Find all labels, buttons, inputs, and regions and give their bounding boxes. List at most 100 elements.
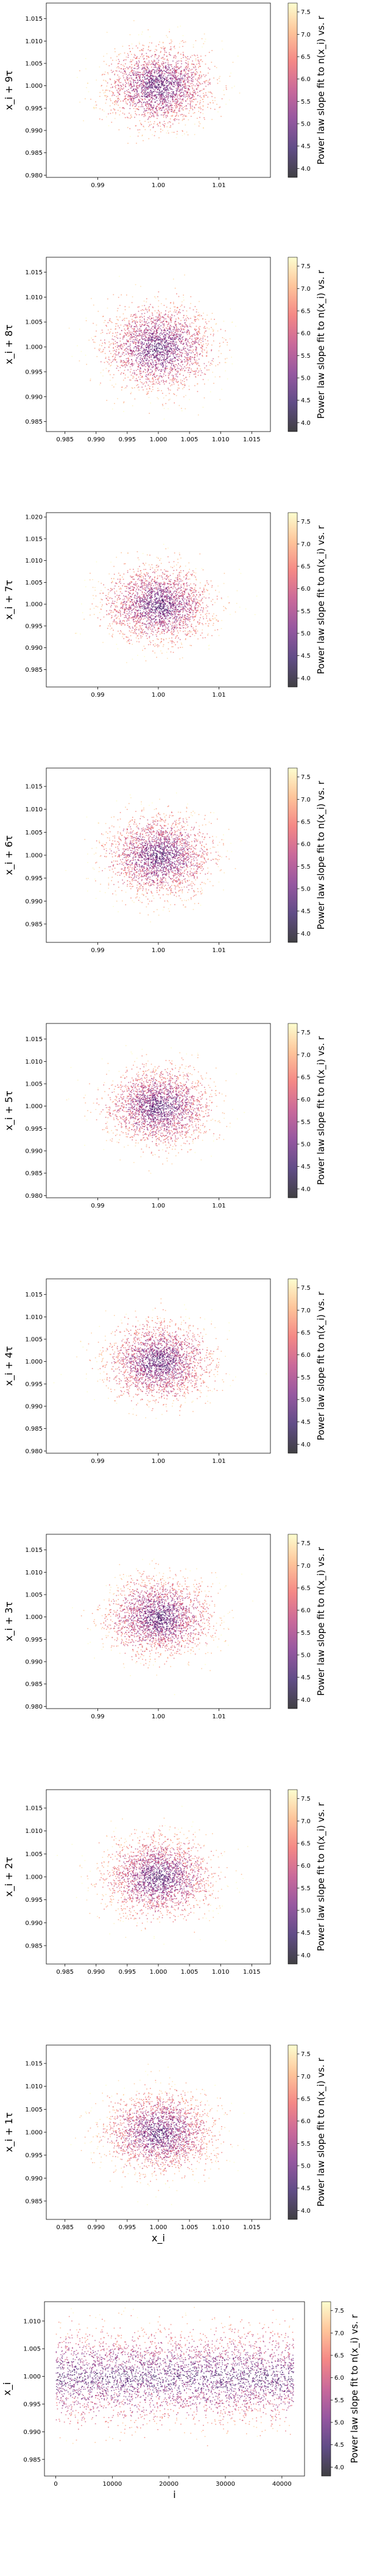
data-point	[126, 365, 128, 366]
data-point	[184, 322, 186, 324]
data-point	[197, 85, 199, 86]
data-point	[132, 74, 134, 76]
data-point	[133, 330, 134, 332]
data-point	[185, 342, 187, 343]
data-point	[189, 331, 190, 333]
data-point	[136, 330, 137, 332]
data-point	[225, 339, 227, 341]
data-point	[149, 87, 151, 88]
data-point	[143, 87, 145, 88]
data-point	[85, 318, 87, 319]
data-point	[147, 112, 149, 113]
data-point	[146, 105, 147, 107]
data-point	[176, 101, 178, 103]
data-point	[127, 361, 129, 363]
data-point	[153, 104, 155, 106]
data-point	[157, 325, 159, 327]
data-point	[202, 352, 203, 354]
data-point	[208, 369, 210, 371]
data-point	[125, 348, 127, 350]
data-point	[177, 346, 178, 347]
data-point	[192, 334, 194, 335]
data-point	[178, 46, 180, 48]
data-point	[146, 379, 147, 380]
data-point	[147, 346, 149, 347]
data-point	[152, 340, 154, 342]
data-point	[175, 63, 177, 65]
data-point	[171, 84, 172, 86]
data-point	[139, 371, 141, 372]
data-point	[157, 644, 158, 646]
data-point	[187, 73, 188, 74]
data-point	[186, 344, 187, 345]
data-point	[126, 332, 128, 333]
data-point	[144, 357, 146, 358]
data-point	[227, 378, 228, 380]
data-point	[162, 65, 163, 66]
data-point	[189, 98, 191, 99]
data-point	[123, 107, 124, 109]
data-point	[141, 324, 143, 326]
colorbar-tick-label: 7.0	[301, 286, 311, 293]
data-point	[146, 340, 147, 341]
data-point	[150, 323, 152, 325]
data-point	[169, 73, 170, 74]
data-point	[95, 336, 96, 337]
data-point	[146, 355, 148, 357]
data-point	[136, 374, 138, 375]
data-point	[197, 338, 199, 340]
data-point	[161, 329, 163, 330]
data-point	[108, 65, 110, 66]
data-point	[231, 363, 233, 365]
data-point	[172, 338, 174, 340]
data-point	[163, 324, 164, 326]
data-point	[160, 357, 161, 358]
data-point	[144, 324, 145, 326]
data-point	[104, 353, 106, 354]
data-point	[146, 336, 147, 338]
data-point	[185, 347, 186, 349]
data-point	[211, 327, 212, 329]
data-point	[178, 610, 180, 611]
data-point	[86, 363, 87, 365]
data-point	[104, 94, 105, 96]
data-point	[152, 113, 153, 114]
data-point	[151, 322, 153, 324]
data-point	[144, 108, 145, 110]
data-point	[153, 374, 155, 375]
data-point	[118, 88, 119, 90]
data-point	[196, 352, 197, 354]
data-point	[169, 83, 170, 84]
data-point	[118, 63, 119, 64]
data-point	[170, 318, 171, 320]
data-point	[127, 335, 129, 337]
data-point	[139, 350, 141, 351]
data-point	[180, 77, 181, 79]
data-point	[148, 109, 149, 110]
data-point	[147, 370, 149, 372]
data-point	[197, 77, 199, 79]
data-point	[184, 74, 186, 75]
data-point	[192, 96, 194, 98]
data-point	[160, 342, 161, 344]
data-point	[180, 86, 181, 87]
data-point	[169, 337, 171, 338]
data-point	[164, 126, 165, 128]
data-point	[129, 324, 130, 326]
data-point	[132, 321, 133, 322]
data-point	[138, 350, 139, 351]
data-point	[197, 355, 198, 357]
data-point	[217, 364, 219, 366]
data-point	[173, 353, 174, 354]
data-point	[170, 46, 172, 48]
data-point	[151, 77, 152, 79]
data-point	[166, 368, 167, 369]
data-point	[158, 84, 159, 85]
data-point	[203, 96, 205, 98]
data-point	[177, 376, 178, 377]
data-point	[141, 313, 143, 315]
data-point	[163, 359, 164, 360]
data-point	[131, 64, 132, 65]
data-point	[154, 85, 155, 87]
data-point	[136, 340, 138, 341]
